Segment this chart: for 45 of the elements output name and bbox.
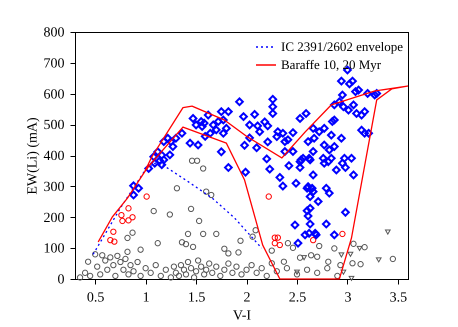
y-tick-label: 200 (44, 210, 64, 226)
y-tick-label: 0 (58, 272, 64, 288)
x-tick-label: 2 (244, 290, 251, 306)
point (340, 270, 346, 275)
x-axis-title: V-I (232, 308, 252, 324)
x-tick-label: 3.5 (390, 290, 408, 306)
legend-label: Baraffe 10, 20 Myr (281, 57, 382, 72)
point (125, 205, 132, 212)
point (376, 257, 382, 262)
point (339, 230, 346, 238)
point (348, 276, 354, 281)
y-axis-title: EW(Li) (mA) (26, 116, 40, 195)
point (338, 252, 344, 258)
y-tick-label: 500 (44, 118, 64, 134)
point (301, 255, 307, 260)
x-tick-label: 3 (344, 290, 352, 306)
x-tick-label: 2.5 (288, 290, 306, 306)
y-tick-label: 600 (44, 87, 64, 102)
y-tick-label: 800 (44, 26, 64, 40)
y-tick-label: 300 (44, 180, 64, 195)
point (129, 214, 136, 220)
point (348, 252, 354, 257)
point (272, 234, 278, 241)
point (144, 193, 150, 200)
point (356, 246, 362, 251)
point (272, 240, 278, 246)
point (274, 234, 281, 241)
x-tick-label: 1.5 (188, 290, 206, 306)
point (111, 238, 118, 245)
point (266, 193, 272, 200)
x-tick-label: 1 (142, 290, 150, 306)
point (107, 236, 114, 244)
y-tick-label: 100 (44, 242, 64, 257)
legend-label: IC 2391/2602 envelope (281, 39, 404, 54)
point (384, 230, 391, 235)
y-tick-label: 700 (44, 56, 64, 72)
point (110, 228, 116, 235)
x-tick-label: 0.5 (86, 290, 104, 306)
point (118, 212, 125, 218)
point (294, 270, 300, 275)
y-tick-label: 400 (44, 149, 64, 164)
point (119, 218, 126, 224)
point (310, 236, 316, 244)
point (125, 217, 132, 224)
point (276, 242, 283, 248)
